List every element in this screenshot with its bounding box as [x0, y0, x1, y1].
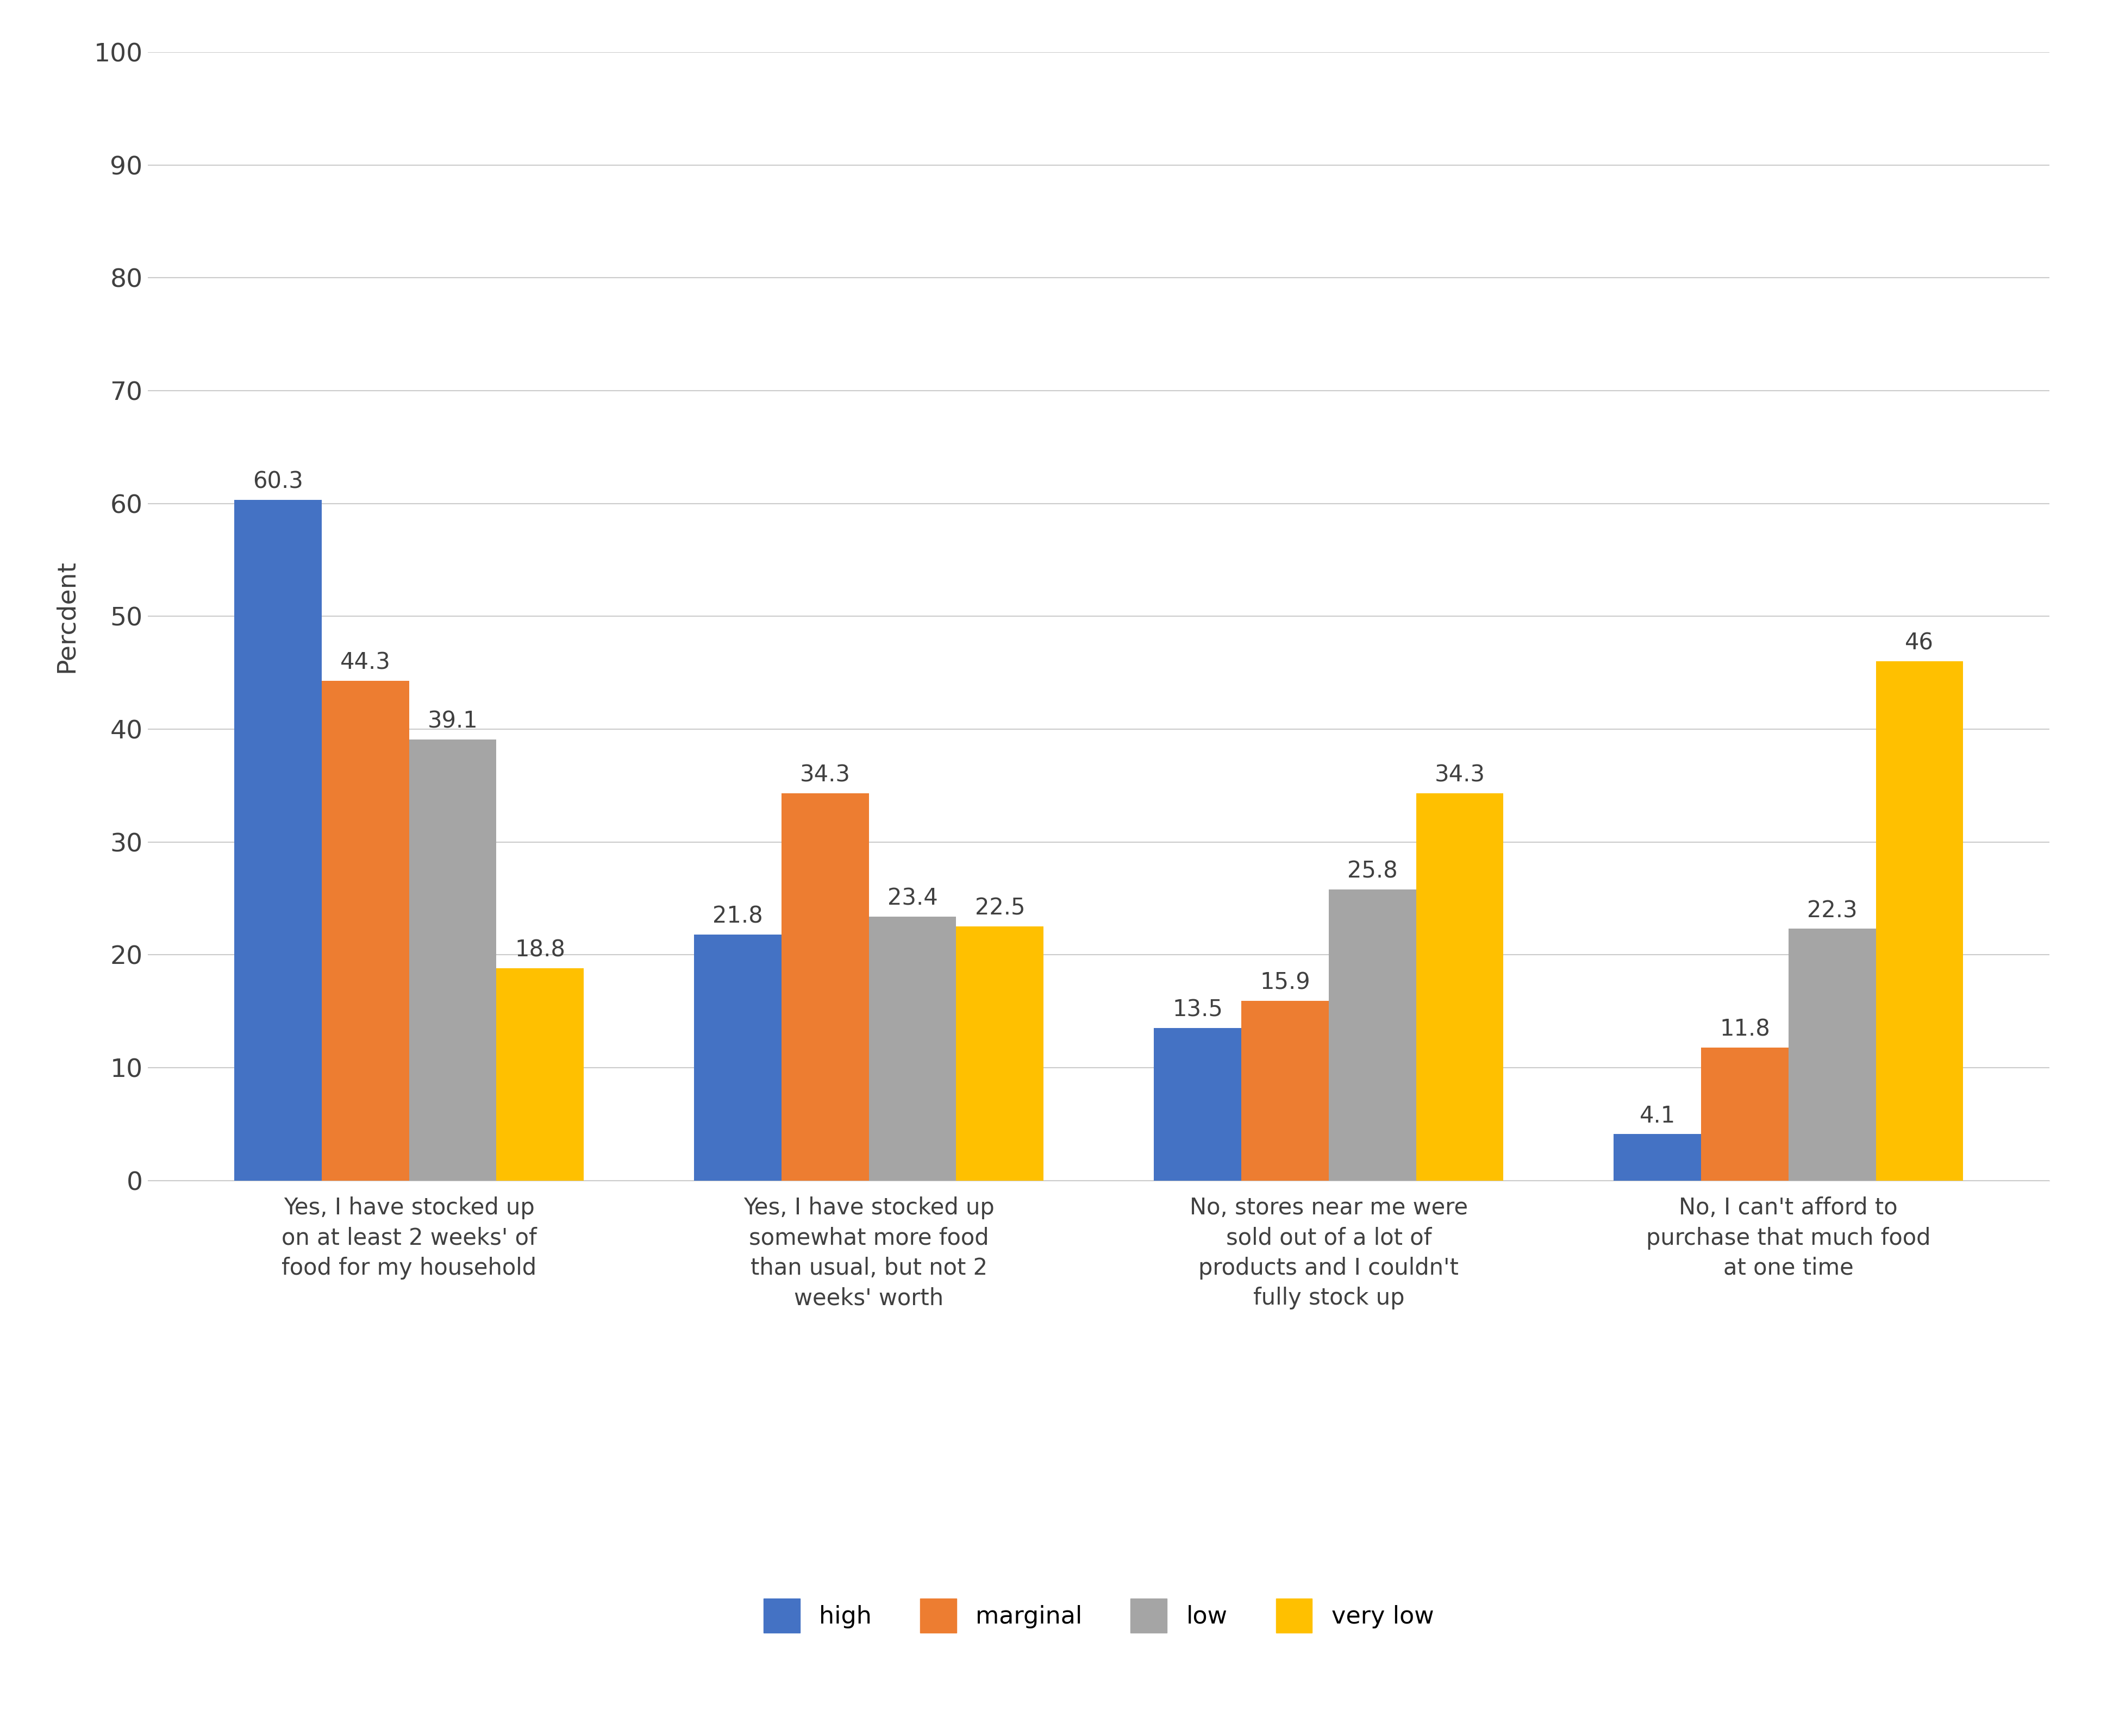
Bar — [410, 740, 497, 1180]
Bar — [235, 500, 321, 1180]
Bar — [1614, 1134, 1701, 1180]
Text: 25.8: 25.8 — [1348, 859, 1397, 882]
Bar — [1329, 889, 1416, 1180]
Bar — [868, 917, 957, 1180]
Bar — [321, 681, 410, 1180]
Bar — [497, 969, 583, 1180]
Text: 39.1: 39.1 — [427, 710, 478, 733]
Text: 60.3: 60.3 — [254, 470, 304, 493]
Text: 11.8: 11.8 — [1720, 1017, 1771, 1040]
Text: 15.9: 15.9 — [1259, 972, 1310, 995]
Bar — [1416, 793, 1502, 1180]
Bar — [695, 934, 782, 1180]
Text: 34.3: 34.3 — [801, 764, 849, 786]
Text: 13.5: 13.5 — [1173, 998, 1223, 1021]
Text: 44.3: 44.3 — [340, 651, 391, 674]
Text: 18.8: 18.8 — [516, 939, 566, 962]
Bar — [1154, 1028, 1240, 1180]
Bar — [782, 793, 868, 1180]
Bar — [1240, 1002, 1329, 1180]
Text: 34.3: 34.3 — [1435, 764, 1485, 786]
Bar — [1788, 929, 1876, 1180]
Text: 23.4: 23.4 — [887, 887, 938, 910]
Text: 46: 46 — [1906, 632, 1933, 654]
Bar — [957, 927, 1044, 1180]
Bar — [1701, 1047, 1788, 1180]
Text: 22.3: 22.3 — [1807, 899, 1857, 922]
Bar — [1876, 661, 1963, 1180]
Text: 22.5: 22.5 — [974, 898, 1025, 920]
Text: 21.8: 21.8 — [712, 904, 763, 927]
Y-axis label: Percdent: Percdent — [55, 559, 78, 674]
Text: 4.1: 4.1 — [1640, 1104, 1676, 1127]
Legend: high, marginal, low, very low: high, marginal, low, very low — [754, 1588, 1443, 1642]
